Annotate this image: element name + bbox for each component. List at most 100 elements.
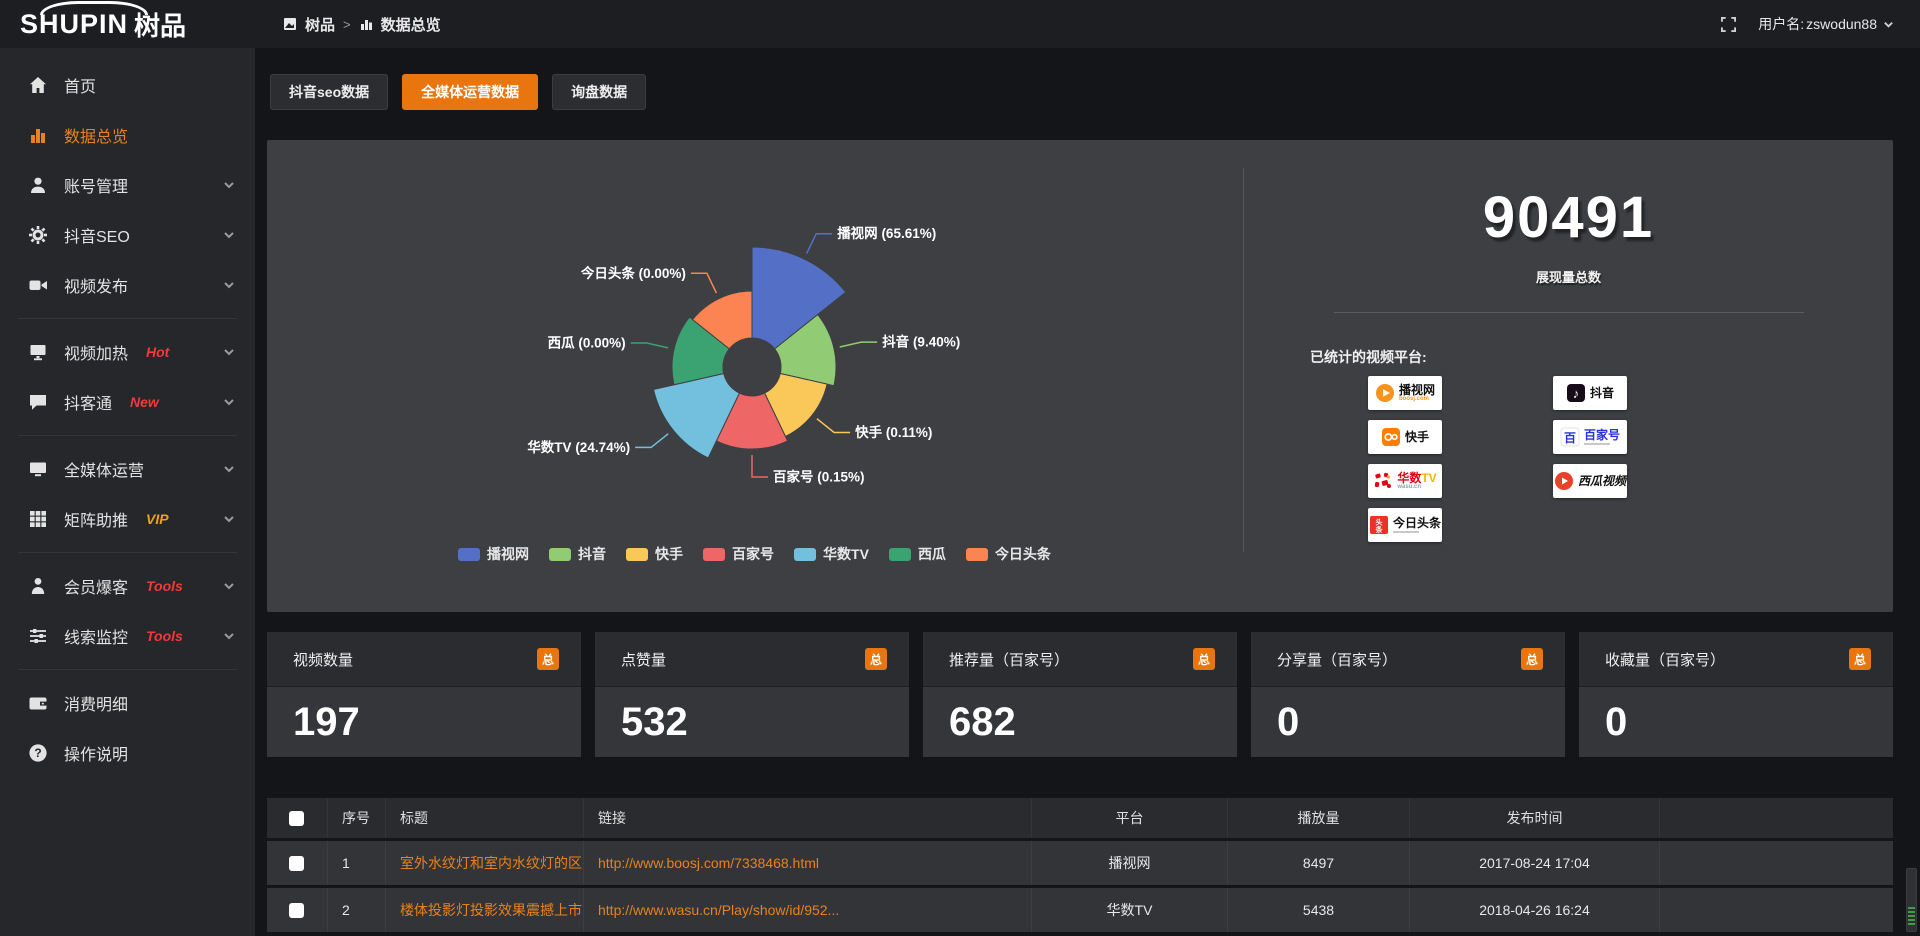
- sidebar-item-会员爆客[interactable]: 会员爆客 Tools: [0, 561, 255, 611]
- row-no: 2: [327, 888, 385, 932]
- row-platform: 华数TV: [1031, 888, 1227, 932]
- chevron-down-icon: [223, 396, 235, 408]
- screen-icon: [28, 342, 48, 362]
- total-impressions-caption: 展现量总数: [1535, 270, 1601, 285]
- sidebar-item-数据总览[interactable]: 数据总览: [0, 110, 255, 160]
- chart-panel: 播视网 (65.61%) 抖音 (9.40%) 快手 (0.11%) 百家号 (0.1…: [267, 140, 1893, 612]
- platform-badge-label: 百家号: [1583, 427, 1620, 442]
- sidebar-item-label: 账号管理: [64, 179, 129, 196]
- row-time: 2017-08-24 17:04: [1409, 841, 1659, 885]
- row-platform: 播视网: [1031, 841, 1227, 885]
- sidebar-item-消费明细[interactable]: 消费明细: [0, 678, 255, 728]
- stat-cards-row: 视频数量总 197 点赞量总 532 推荐量（百家号）总 682 分享量（百家号）总 0 收藏量…: [267, 632, 1893, 757]
- pie-slice-抖音[interactable]: [773, 313, 837, 387]
- legend-item-播视网[interactable]: 播视网: [458, 544, 529, 564]
- total-badge[interactable]: 总: [865, 648, 887, 670]
- row-checkbox[interactable]: [289, 902, 304, 918]
- sidebar-item-首页[interactable]: 首页: [0, 60, 255, 110]
- tab-抖音seo数据[interactable]: 抖音seo数据: [270, 74, 389, 110]
- help-icon: [28, 743, 48, 763]
- sidebar-item-label: 消费明细: [64, 697, 129, 714]
- platform-badge-label: 华数TV: [1397, 470, 1437, 485]
- pie-label-line-抖音: [839, 341, 878, 348]
- pie-slice-华数TV[interactable]: [652, 372, 741, 459]
- platform-badge-今日头条: 头条今日头条: [1368, 508, 1442, 542]
- stat-card-value: 682: [949, 699, 1016, 744]
- toutiao-logo-icon: 头条: [1370, 516, 1388, 534]
- platform-badge-subtext: wasu.cn: [1397, 484, 1421, 491]
- breadcrumb-current[interactable]: 数据总览: [380, 16, 441, 34]
- row-url-link[interactable]: http://www.wasu.cn/Play/show/id/952...: [583, 888, 1031, 932]
- overview-pane: 90491 展现量总数 已统计的视频平台: 播视网 boosj.com 快手 华数TV…: [1244, 140, 1893, 612]
- video-icon: [28, 275, 48, 295]
- platform-badge-百家号: 百百家号: [1553, 420, 1627, 454]
- row-title-link[interactable]: 室外水纹灯和室内水纹灯的区别和简介: [385, 841, 583, 885]
- legend-item-西瓜[interactable]: 西瓜: [888, 544, 946, 564]
- sidebar-item-badge: Tools: [146, 628, 183, 644]
- sidebar-item-label: 全媒体运营: [64, 463, 145, 480]
- header-views: 播放量: [1227, 798, 1409, 838]
- legend-label: 今日头条: [994, 546, 1051, 562]
- legend-item-华数TV[interactable]: 华数TV: [794, 544, 869, 564]
- total-badge[interactable]: 总: [1521, 648, 1543, 670]
- user-icon: [28, 175, 48, 195]
- pie-slice-西瓜[interactable]: [671, 316, 731, 386]
- baijia-logo-icon: 百: [1560, 427, 1580, 447]
- row-title-link[interactable]: 楼体投影灯投影效果震撼上市: [385, 888, 583, 932]
- pie-label-西瓜: 西瓜 (0.00%): [548, 336, 626, 351]
- row-views: 8497: [1227, 841, 1409, 885]
- sidebar-item-badge: Hot: [146, 344, 170, 360]
- legend-swatch: [888, 547, 911, 561]
- chart-icon: [28, 125, 48, 145]
- stat-card-视频数量: 视频数量 总 197: [267, 632, 581, 757]
- legend-item-快手[interactable]: 快手: [626, 544, 683, 564]
- pie-label-抖音: 抖音 (9.40%): [882, 334, 960, 350]
- breadcrumb-site-icon: [283, 17, 297, 31]
- row-checkbox[interactable]: [289, 855, 304, 871]
- chevron-down-icon: [223, 630, 235, 642]
- pie-slice-播视网[interactable]: [751, 246, 847, 350]
- table-header-row: 序号 标题 链接 平台 播放量 发布时间: [267, 798, 1893, 838]
- wasu-logo-icon: [1375, 472, 1392, 488]
- platform-badge-subtext: boosj.com: [1398, 396, 1429, 403]
- sidebar-item-抖客通[interactable]: 抖客通 New: [0, 377, 255, 427]
- legend-item-今日头条[interactable]: 今日头条: [965, 544, 1051, 564]
- total-badge[interactable]: 总: [537, 648, 559, 670]
- stat-card-收藏量（百家号）: 收藏量（百家号） 总 0: [1579, 632, 1893, 757]
- sidebar-item-视频加热[interactable]: 视频加热 Hot: [0, 327, 255, 377]
- sidebar-item-线索监控[interactable]: 线索监控 Tools: [0, 611, 255, 661]
- videos-table: 序号标题链接平台播放量发布时间1室外水纹灯和室内水纹灯的区别和简介http://…: [267, 798, 1893, 935]
- total-impressions-value: 90491: [1482, 185, 1655, 250]
- header-no: 序号: [327, 798, 385, 838]
- pie-slice-今日头条[interactable]: [691, 290, 753, 350]
- breadcrumb-root[interactable]: 树品: [305, 16, 336, 34]
- sidebar-item-矩阵助推[interactable]: 矩阵助推 VIP: [0, 494, 255, 544]
- chat-icon: [28, 392, 48, 412]
- sidebar-item-全媒体运营[interactable]: 全媒体运营: [0, 444, 255, 494]
- page-scrollbar-thumb[interactable]: [1906, 868, 1917, 932]
- total-badge[interactable]: 总: [1193, 648, 1215, 670]
- fullscreen-icon[interactable]: [1721, 17, 1736, 32]
- scrollbar-marks: [1908, 907, 1915, 927]
- legend-swatch: [794, 547, 817, 561]
- chevron-down-icon: [223, 580, 235, 592]
- legend-item-抖音[interactable]: 抖音: [549, 544, 606, 564]
- sidebar-item-label: 矩阵助推: [64, 513, 129, 530]
- sidebar-item-操作说明[interactable]: 操作说明: [0, 728, 255, 778]
- select-all-checkbox[interactable]: [289, 810, 304, 826]
- app-logo[interactable]: SHUPIN 树品: [0, 0, 255, 48]
- total-badge[interactable]: 总: [1849, 648, 1871, 670]
- stat-card-点赞量: 点赞量 总 532: [595, 632, 909, 757]
- platform-badge-抖音: ♪ 抖音: [1553, 376, 1627, 410]
- tab-询盘数据[interactable]: 询盘数据: [552, 74, 647, 110]
- legend-item-百家号[interactable]: 百家号: [703, 544, 774, 564]
- sidebar-item-账号管理[interactable]: 账号管理: [0, 160, 255, 210]
- sidebar-item-抖音SEO[interactable]: 抖音SEO: [0, 210, 255, 260]
- row-url-link[interactable]: http://www.boosj.com/7338468.html: [583, 841, 1031, 885]
- tab-全媒体运营数据[interactable]: 全媒体运营数据: [402, 74, 539, 110]
- panel-divider-vertical: [1243, 168, 1244, 552]
- platforms-title: 已统计的视频平台:: [1310, 349, 1427, 365]
- svg-text:百: 百: [1564, 431, 1576, 445]
- sidebar-item-视频发布[interactable]: 视频发布: [0, 260, 255, 310]
- username-text[interactable]: 用户名: zswodun88: [1758, 14, 1894, 34]
